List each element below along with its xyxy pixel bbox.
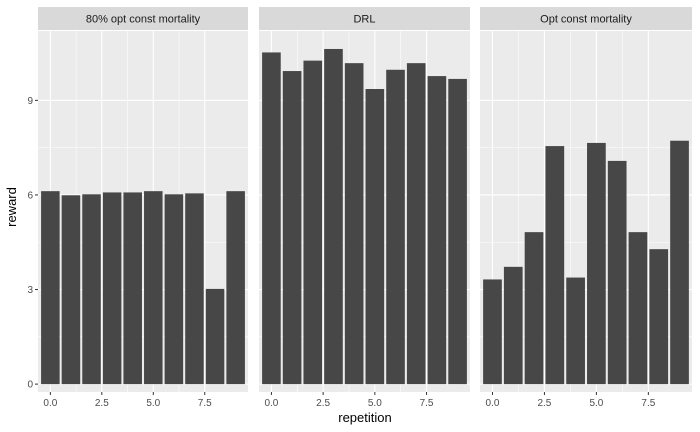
x-tick-label: 7.5 bbox=[641, 398, 655, 409]
x-tick-label: 5.0 bbox=[146, 398, 160, 409]
bar bbox=[61, 195, 81, 385]
x-tick-label: 7.5 bbox=[198, 398, 212, 409]
x-tick-label: 0.0 bbox=[264, 398, 278, 409]
bar bbox=[628, 232, 648, 385]
facet-panel: 80% opt const mortality 0.0 2.5 5.0 7.5 bbox=[38, 7, 248, 409]
bar bbox=[607, 160, 627, 385]
x-tick-label: 5.0 bbox=[589, 398, 603, 409]
x-tick-label: 5.0 bbox=[368, 398, 382, 409]
facet-strip-label: DRL bbox=[353, 14, 375, 26]
facet-panels: 80% opt const mortality 0.0 2.5 5.0 7.5 DRL 0.… bbox=[38, 7, 692, 409]
bar bbox=[102, 192, 122, 385]
x-tick-label: 0.0 bbox=[43, 398, 57, 409]
bar bbox=[365, 89, 385, 385]
bar bbox=[185, 193, 204, 385]
bar bbox=[427, 76, 447, 385]
y-tick-label: 6 bbox=[27, 190, 33, 201]
y-tick-label: 9 bbox=[27, 96, 33, 107]
facet-panel: DRL 0.0 2.5 5.0 7.5 bbox=[259, 7, 470, 409]
bar bbox=[262, 52, 281, 385]
x-tick-label: 2.5 bbox=[95, 398, 109, 409]
bar bbox=[303, 60, 323, 385]
y-tick-label: 3 bbox=[27, 285, 33, 296]
bar bbox=[282, 71, 302, 385]
x-tick-label: 2.5 bbox=[537, 398, 551, 409]
y-axis: 0 3 6 9 bbox=[27, 96, 38, 391]
bar bbox=[587, 142, 606, 385]
bar bbox=[649, 249, 669, 385]
facet-strip bbox=[259, 7, 470, 30]
bar bbox=[483, 279, 502, 385]
bar bbox=[406, 63, 426, 385]
bar bbox=[164, 194, 184, 385]
y-tick-label: 0 bbox=[27, 380, 33, 391]
bar bbox=[205, 288, 225, 385]
bar bbox=[226, 191, 245, 385]
y-axis-title: reward bbox=[4, 187, 19, 227]
bar bbox=[566, 277, 585, 385]
bar bbox=[503, 266, 523, 385]
bar bbox=[448, 78, 467, 385]
bar bbox=[386, 69, 405, 385]
bar bbox=[545, 146, 565, 385]
bar bbox=[123, 192, 142, 385]
facet-strip-label: 80% opt const mortality bbox=[86, 14, 201, 26]
facet-panel: Opt const mortality 0.0 2.5 5.0 7.5 bbox=[480, 7, 692, 409]
bar bbox=[82, 194, 101, 385]
bar bbox=[344, 63, 364, 385]
x-tick-label: 7.5 bbox=[420, 398, 434, 409]
x-axis-title: repetition bbox=[338, 410, 391, 425]
x-tick-label: 0.0 bbox=[486, 398, 500, 409]
bar bbox=[41, 191, 60, 385]
facet-strip-label: Opt const mortality bbox=[540, 14, 632, 26]
bar bbox=[670, 140, 689, 385]
bar bbox=[524, 232, 544, 385]
bar bbox=[324, 48, 343, 385]
facet-strip bbox=[480, 7, 692, 30]
bar bbox=[144, 191, 163, 385]
facet-strip bbox=[38, 7, 248, 30]
x-tick-label: 2.5 bbox=[316, 398, 330, 409]
